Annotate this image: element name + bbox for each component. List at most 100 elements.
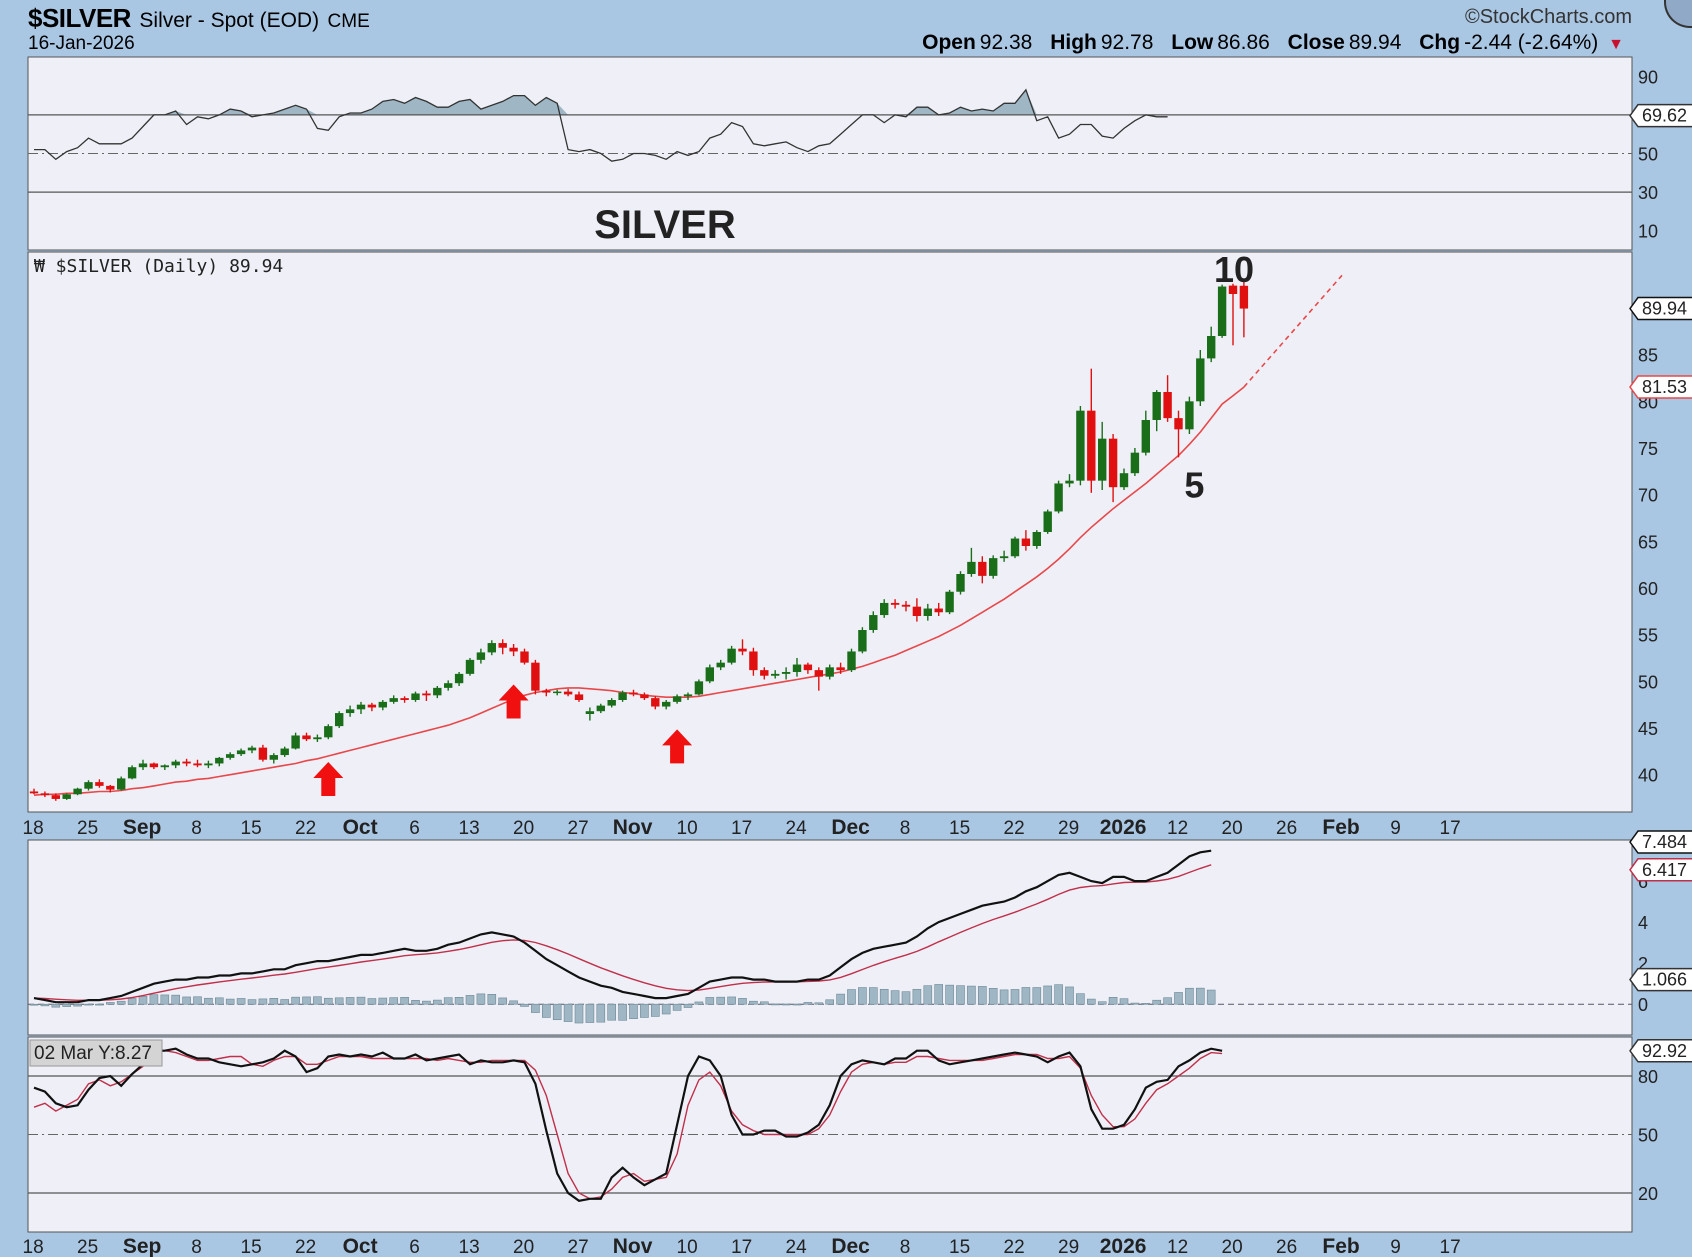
macd-histogram-bar <box>422 1000 431 1005</box>
candle-body <box>749 651 758 671</box>
ma-last-value: 81.53 <box>1629 375 1692 399</box>
macd-histogram-bar <box>225 998 235 1005</box>
price-x-label-16: 8 <box>900 818 911 839</box>
macd-histogram-bar <box>956 985 965 1005</box>
macd-histogram-bar <box>934 984 944 1005</box>
stoch-tooltip-box <box>29 1039 163 1067</box>
macd-histogram-bar <box>1043 985 1052 1005</box>
candle-body <box>84 782 93 789</box>
stoch-x-label-2: Sep <box>123 1235 162 1257</box>
watermark: ©StockCharts.com <box>1464 6 1632 28</box>
candle-body <box>465 659 475 674</box>
macd-histogram-bar <box>411 1000 420 1005</box>
candle-body <box>422 693 431 696</box>
stoch-x-label-20: 2026 <box>1100 1235 1147 1257</box>
macd-histogram-bar <box>923 985 933 1005</box>
macd-histogram-bar <box>378 997 388 1005</box>
wave-label-10: 10 <box>1214 249 1254 290</box>
macd-histogram-bar <box>454 997 464 1005</box>
macd-histogram-bar <box>858 987 867 1005</box>
candle-body <box>999 556 1009 559</box>
macd-histogram-bar <box>487 994 497 1005</box>
macd-histogram-bar <box>215 997 224 1005</box>
macd-histogram-bar <box>1054 984 1063 1005</box>
candle-body <box>956 574 965 592</box>
price-y-tick-40: 40 <box>1638 766 1658 786</box>
candle-body <box>563 691 573 695</box>
macd-line <box>33 849 1212 1004</box>
candle-body <box>302 735 311 740</box>
macd-histogram-bar <box>356 996 366 1005</box>
macd-histogram-bar <box>585 1003 595 1023</box>
candle-body <box>607 700 616 706</box>
macd-histogram-bar <box>465 995 475 1005</box>
macd-histogram-bar <box>400 997 409 1005</box>
chg-value: -2.44 (-2.64%) <box>1464 31 1599 54</box>
macd-histogram-bar <box>498 997 508 1005</box>
macd-histogram-bar <box>520 1003 529 1007</box>
price-last-close-box <box>1629 296 1692 321</box>
candle-body <box>498 643 507 648</box>
candle-body <box>345 709 355 714</box>
price-y-tick-55: 55 <box>1638 626 1658 646</box>
macd-histogram-bar <box>1141 1003 1151 1005</box>
macd-histogram-bar <box>476 993 486 1005</box>
macd-histogram-bar <box>901 991 911 1005</box>
candle-body <box>727 648 736 663</box>
candle-body <box>106 785 115 790</box>
macd-histogram-bar <box>749 1000 758 1005</box>
macd-last-value: 7.484 <box>1629 830 1692 854</box>
macd-histogram-bar <box>672 1003 682 1011</box>
macd-histogram-bar <box>727 996 736 1005</box>
candle-body <box>1152 392 1161 420</box>
macd-histogram-bar <box>999 989 1009 1005</box>
candle-body <box>760 670 769 676</box>
candle-body <box>127 767 137 779</box>
macd-histogram-bar <box>1196 987 1205 1005</box>
candle-body <box>356 704 366 710</box>
candle-body <box>1098 438 1107 481</box>
macd-histogram-bar <box>367 998 377 1005</box>
price-x-label-13: 17 <box>731 818 752 839</box>
candle-body <box>1174 418 1183 430</box>
macd-y-tick-6: 6 <box>1638 872 1648 892</box>
macd-histogram-bar <box>389 997 399 1005</box>
macd-histogram-bar <box>73 1003 82 1007</box>
candle-body <box>738 648 747 652</box>
price-x-label-3: 8 <box>191 818 202 839</box>
candle-body <box>291 735 300 749</box>
price-y-tick-75: 75 <box>1638 439 1658 459</box>
candle-body <box>662 701 671 707</box>
price-x-label-14: 24 <box>786 818 808 839</box>
stoch-x-label-12: 10 <box>677 1237 698 1257</box>
macd-histogram-bar <box>1152 999 1161 1005</box>
stoch-x-label-13: 17 <box>731 1237 752 1257</box>
macd-histogram-bar <box>1185 987 1194 1005</box>
silver-title-annotation: SILVER <box>594 203 736 247</box>
macd-y-tick-0: 0 <box>1638 995 1648 1015</box>
symbol: $SILVER <box>28 3 131 33</box>
macd-histogram-last-value: 1.066 <box>1629 967 1692 992</box>
candle-body <box>520 651 529 663</box>
stoch-x-label-25: 9 <box>1390 1237 1401 1257</box>
macd-histogram-bar <box>509 1000 518 1005</box>
close-label: Close <box>1287 31 1345 54</box>
candle-body <box>160 765 169 768</box>
price-x-label-9: 20 <box>513 818 534 839</box>
candle-body <box>1108 438 1118 488</box>
price-x-label-5: 22 <box>295 818 316 839</box>
low-label: Low <box>1171 31 1214 54</box>
price-y-tick-85: 85 <box>1638 346 1658 366</box>
macd-histogram-bar <box>574 1003 584 1024</box>
stoch-x-label-19: 29 <box>1058 1237 1079 1257</box>
stoch-x-label-1: 25 <box>77 1237 98 1257</box>
candle-body <box>978 561 987 576</box>
stoch-x-label-26: 17 <box>1440 1237 1461 1257</box>
candle-body <box>280 748 289 756</box>
candle-body <box>705 667 714 682</box>
trend-projection-line <box>1243 274 1343 388</box>
price-y-tick-45: 45 <box>1638 719 1658 739</box>
down-triangle-icon: ▼ <box>1608 36 1624 53</box>
candle-body <box>629 692 638 695</box>
